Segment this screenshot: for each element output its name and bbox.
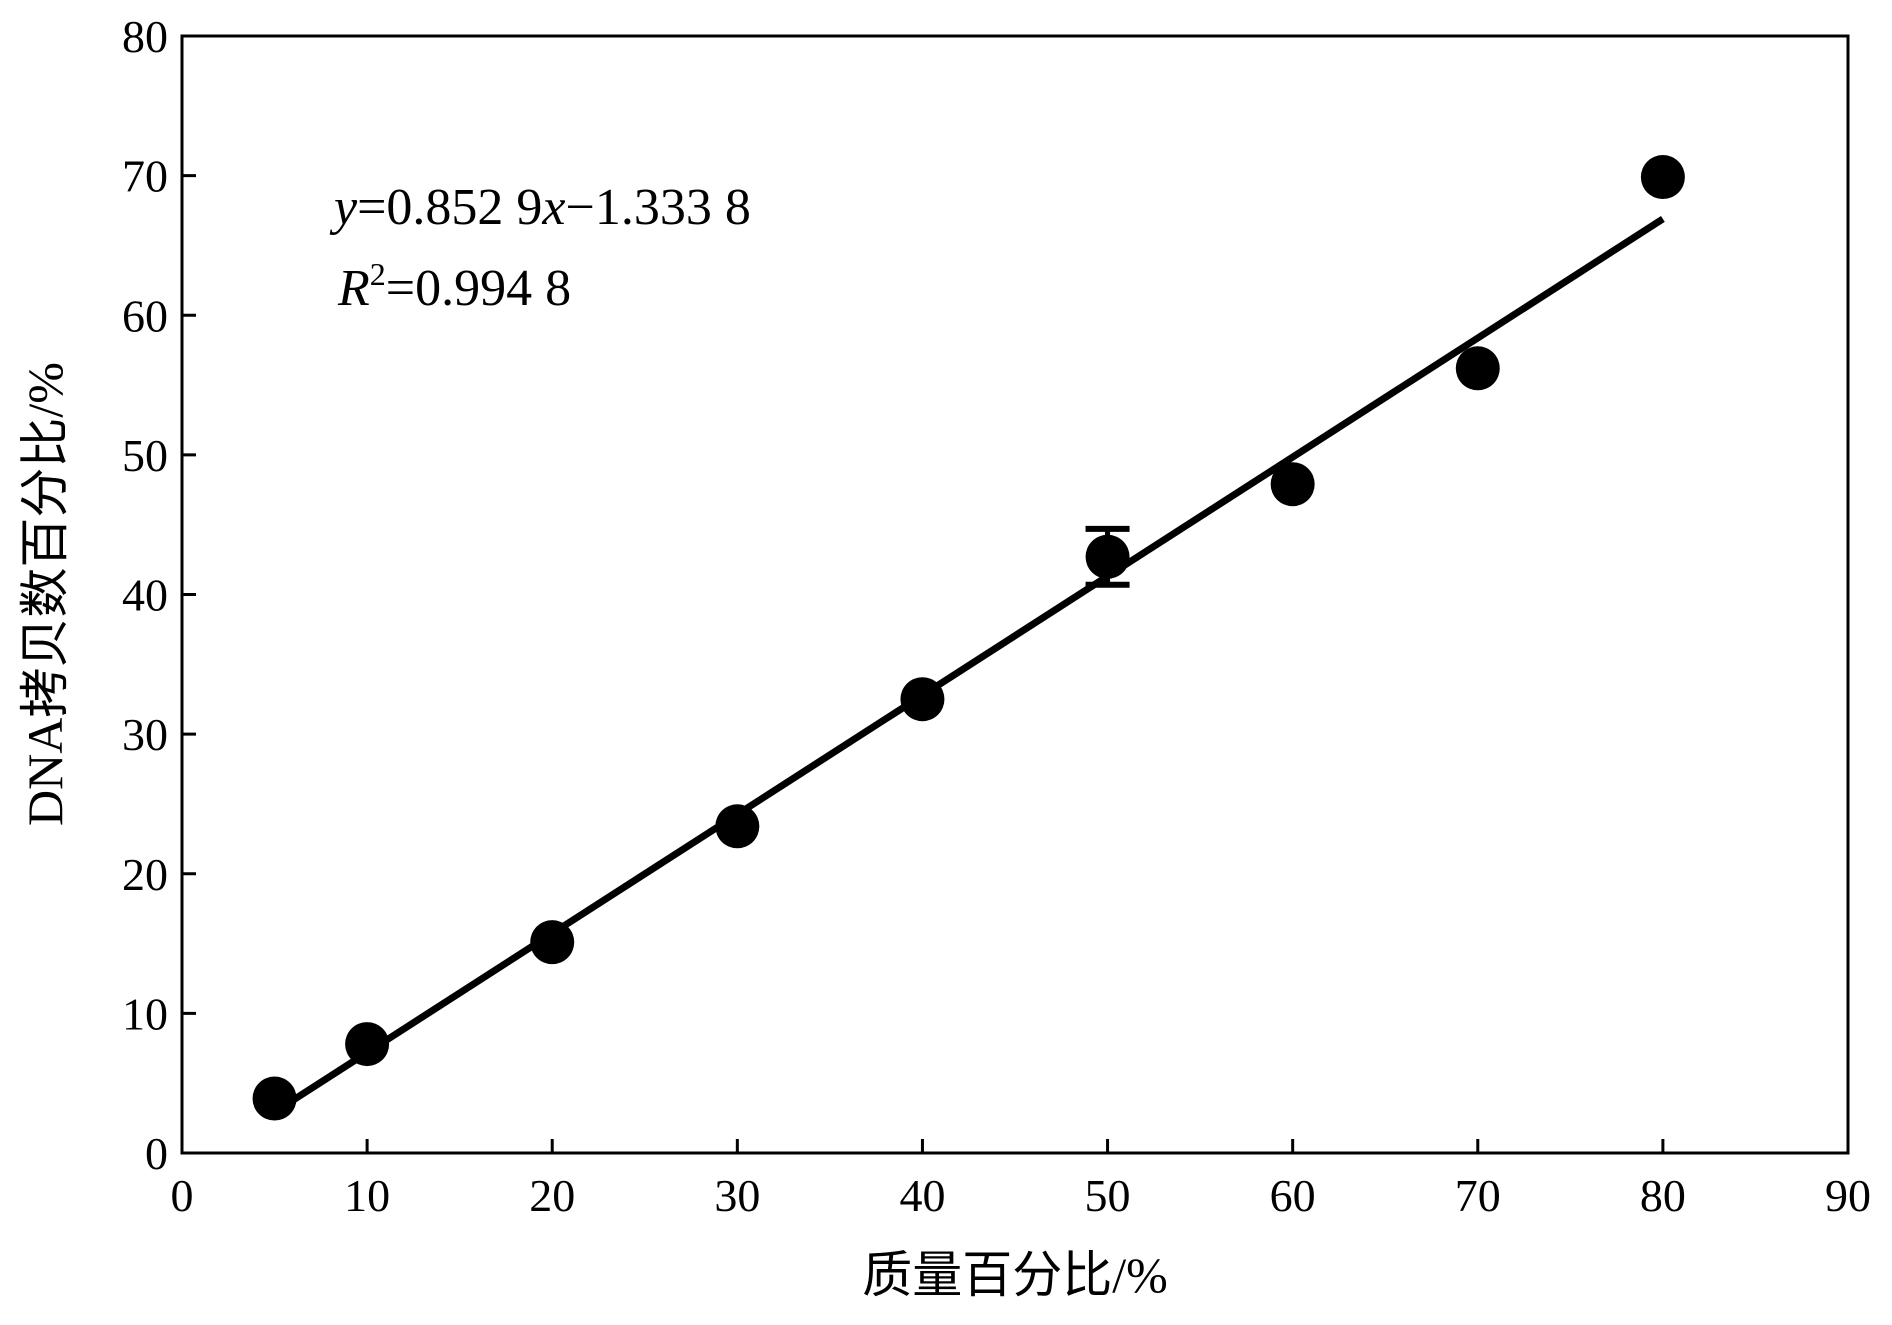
r-squared-value: =0.994 8 xyxy=(386,260,571,317)
y-tick-label: 60 xyxy=(122,290,168,341)
x-tick-label: 20 xyxy=(529,1170,575,1221)
x-tick-label: 70 xyxy=(1455,1170,1501,1221)
equation-intercept-text: −1.333 8 xyxy=(566,179,751,236)
x-tick-label: 30 xyxy=(714,1170,760,1221)
y-tick-label: 40 xyxy=(122,570,168,621)
data-point xyxy=(1640,155,1685,200)
data-point xyxy=(900,677,945,722)
y-tick-label: 20 xyxy=(122,849,168,900)
r-squared: R2=0.994 8 xyxy=(337,256,571,317)
x-axis-title: 质量百分比/% xyxy=(862,1247,1168,1303)
equation-slope-text: =0.852 9 xyxy=(357,179,542,236)
data-point xyxy=(345,1022,390,1067)
y-tick-label: 0 xyxy=(145,1128,168,1179)
y-tick-label: 80 xyxy=(122,11,168,62)
x-tick-label: 0 xyxy=(171,1170,194,1221)
data-point xyxy=(715,804,760,849)
data-points-layer xyxy=(252,155,1685,1121)
r-squared-superscript: 2 xyxy=(370,256,386,292)
y-axis-title: DNA拷贝数百分比/% xyxy=(17,362,73,826)
fit-equation: y=0.852 9x−1.333 8 xyxy=(329,179,751,236)
y-tick-label: 30 xyxy=(122,709,168,760)
y-tick-label: 10 xyxy=(122,988,168,1039)
data-point xyxy=(252,1076,297,1121)
equation-x-variable: x xyxy=(541,179,565,236)
fit-line-layer xyxy=(272,215,1665,1116)
x-tick-label: 90 xyxy=(1825,1170,1871,1221)
data-point xyxy=(1455,346,1500,391)
x-tick-label: 80 xyxy=(1640,1170,1686,1221)
x-tick-label: 10 xyxy=(344,1170,390,1221)
data-point xyxy=(530,920,575,965)
x-tick-label: 50 xyxy=(1085,1170,1131,1221)
y-tick-label: 50 xyxy=(122,430,168,481)
data-point xyxy=(1085,534,1130,579)
y-tick-label: 70 xyxy=(122,151,168,202)
fit-line xyxy=(272,215,1665,1116)
equation-y-variable: y xyxy=(329,179,358,236)
x-axis-ticks: 0 10 20 30 40 50 60 70 80 90 xyxy=(171,1139,1871,1221)
y-axis-ticks: 0 10 20 30 40 50 60 70 80 xyxy=(122,11,196,1179)
x-tick-label: 40 xyxy=(899,1170,945,1221)
r-squared-variable: R xyxy=(337,260,370,317)
x-tick-label: 60 xyxy=(1270,1170,1316,1221)
data-point xyxy=(1270,462,1315,507)
